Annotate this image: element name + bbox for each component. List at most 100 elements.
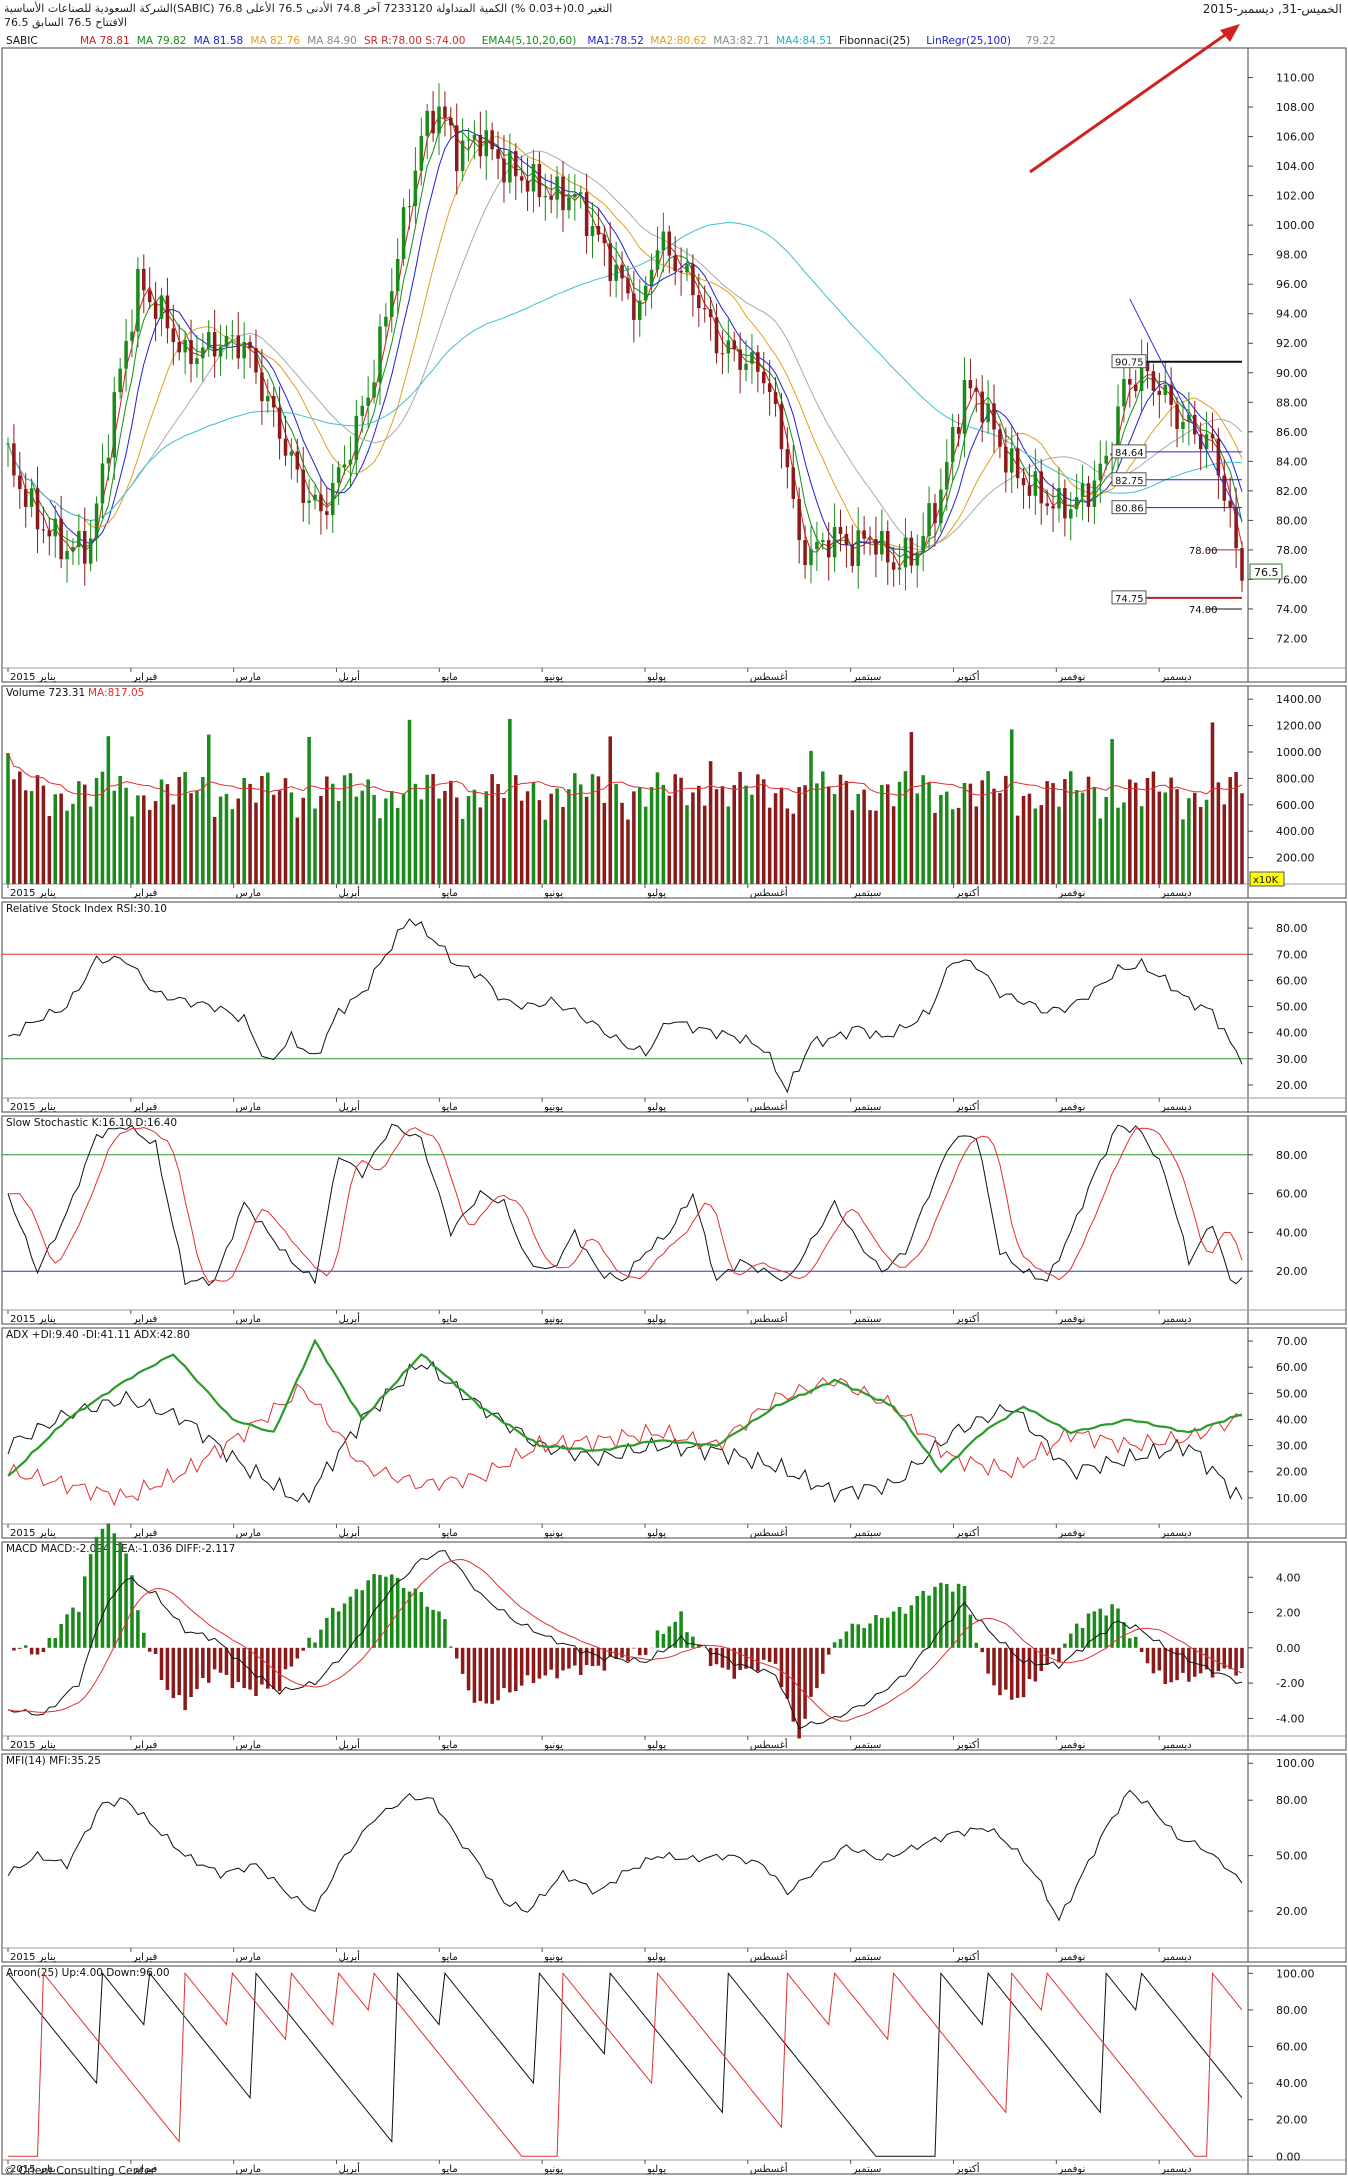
- candle-body: [1187, 414, 1191, 422]
- candle-body: [1009, 448, 1014, 473]
- candle-body: [637, 300, 642, 320]
- macd-histogram-bar: [1080, 1628, 1085, 1648]
- volume-bar: [478, 807, 483, 884]
- candle-body: [880, 531, 884, 555]
- volume-bar: [950, 809, 955, 884]
- x-tick-label: ديسمبر: [1160, 672, 1191, 683]
- volume-bar: [431, 774, 435, 884]
- macd-histogram-bar: [159, 1647, 164, 1681]
- macd-histogram-bar: [862, 1627, 866, 1648]
- candle-body: [118, 368, 122, 393]
- volume-bar: [785, 808, 790, 884]
- macd-histogram-bar: [880, 1617, 884, 1648]
- macd-histogram-bar: [260, 1647, 264, 1685]
- volume-bar: [744, 785, 748, 884]
- candle-body: [903, 537, 908, 568]
- volume-bar: [336, 800, 341, 884]
- volume-bar: [260, 776, 264, 884]
- x-tick-label: نوفمبر: [1057, 2164, 1085, 2175]
- candle-body: [1198, 434, 1203, 450]
- candle-body: [366, 397, 370, 406]
- macd-histogram-bar: [567, 1647, 571, 1669]
- macd-histogram-bar: [767, 1647, 772, 1662]
- candle-body: [868, 538, 872, 540]
- candle-body: [401, 207, 406, 260]
- macd-histogram-bar: [750, 1647, 754, 1669]
- macd-histogram-bar: [809, 1647, 813, 1697]
- candle-body: [756, 352, 760, 372]
- y-tick-label: 20.00: [1276, 2114, 1308, 2127]
- x-tick-label: فبراير: [132, 888, 158, 899]
- macd-histogram-bar: [685, 1632, 689, 1648]
- y-tick-label: 20.00: [1276, 1079, 1308, 1092]
- macd-histogram-bar: [254, 1647, 258, 1696]
- macd-histogram-bar: [118, 1541, 122, 1648]
- aroon-title: Aroon(25) Up:4.00 Down:96.00: [6, 1967, 170, 1979]
- volume-bar: [838, 774, 843, 884]
- candle-body: [354, 415, 359, 460]
- candle-body: [407, 206, 412, 208]
- candle-body: [555, 176, 559, 200]
- candle-body: [508, 151, 512, 183]
- macd-histogram-bar: [307, 1637, 311, 1648]
- stochastic-d-line: [8, 1126, 1243, 1283]
- volume-bar: [1198, 806, 1203, 884]
- volume-bar: [490, 774, 494, 884]
- x-tick-label: أكتوبر: [955, 1100, 980, 1113]
- macd-histogram-bar: [12, 1647, 16, 1651]
- volume-bar: [277, 790, 282, 884]
- macd-histogram-bar: [212, 1647, 217, 1670]
- volume-bar: [697, 785, 701, 884]
- macd-histogram-bar: [1074, 1623, 1079, 1648]
- macd-histogram-bar: [449, 1646, 453, 1648]
- candle-body: [277, 407, 282, 439]
- macd-histogram-bar: [23, 1645, 28, 1648]
- volume-bar: [856, 794, 860, 884]
- x-tick-label: ديسمبر: [1160, 2164, 1191, 2175]
- candle-body: [832, 527, 837, 558]
- volume-bar: [254, 802, 258, 884]
- macd-histogram-bar: [183, 1647, 187, 1711]
- candle-body: [443, 106, 447, 118]
- macd-histogram-bar: [998, 1647, 1002, 1696]
- macd-histogram-bar: [1204, 1647, 1209, 1670]
- candle-body: [71, 547, 75, 551]
- volume-bar: [933, 812, 937, 884]
- x-tick-label: فبراير: [132, 1102, 158, 1113]
- candle-body: [100, 463, 105, 504]
- y-tick-label: 102.00: [1276, 190, 1315, 203]
- macd-histogram-bar: [1157, 1647, 1162, 1671]
- candle-body: [1027, 485, 1032, 496]
- volume-bar: [496, 784, 500, 884]
- candle-body: [1169, 384, 1173, 405]
- macd-histogram-bar: [968, 1614, 973, 1648]
- candle-body: [667, 231, 672, 256]
- volume-bar: [319, 795, 323, 884]
- fibonacci-level-label: 90.75: [1115, 358, 1144, 369]
- macd-histogram-bar: [992, 1647, 996, 1686]
- candle-body: [809, 549, 813, 566]
- y-tick-label: 80.00: [1276, 2004, 1308, 2017]
- candle-body: [212, 331, 217, 357]
- macd-histogram-bar: [1145, 1647, 1150, 1664]
- volume-bar: [1098, 818, 1103, 884]
- candle-body: [106, 457, 111, 464]
- volume-bar: [407, 719, 412, 884]
- macd-histogram-bar: [47, 1637, 52, 1648]
- x-tick-label: أكتوبر: [955, 1738, 980, 1751]
- macd-histogram-bar: [791, 1647, 796, 1722]
- x-tick-label: أغسطس: [750, 1950, 788, 1963]
- volume-bar: [124, 787, 128, 884]
- indicator-label: MA 81.58: [194, 35, 244, 47]
- macd-histogram-bar: [596, 1647, 601, 1666]
- volume-bar: [1039, 805, 1044, 884]
- candle-body: [124, 340, 128, 369]
- moving-average-line: [7, 118, 1243, 562]
- volume-bar: [885, 784, 890, 884]
- x-tick-label: أبريل: [339, 1526, 361, 1539]
- macd-histogram-bar: [142, 1632, 146, 1648]
- candle-body: [1045, 503, 1049, 507]
- indicator-label: LinRegr(25,100): [926, 35, 1011, 47]
- candle-body: [313, 494, 317, 501]
- x-tick-label: أغسطس: [750, 670, 788, 683]
